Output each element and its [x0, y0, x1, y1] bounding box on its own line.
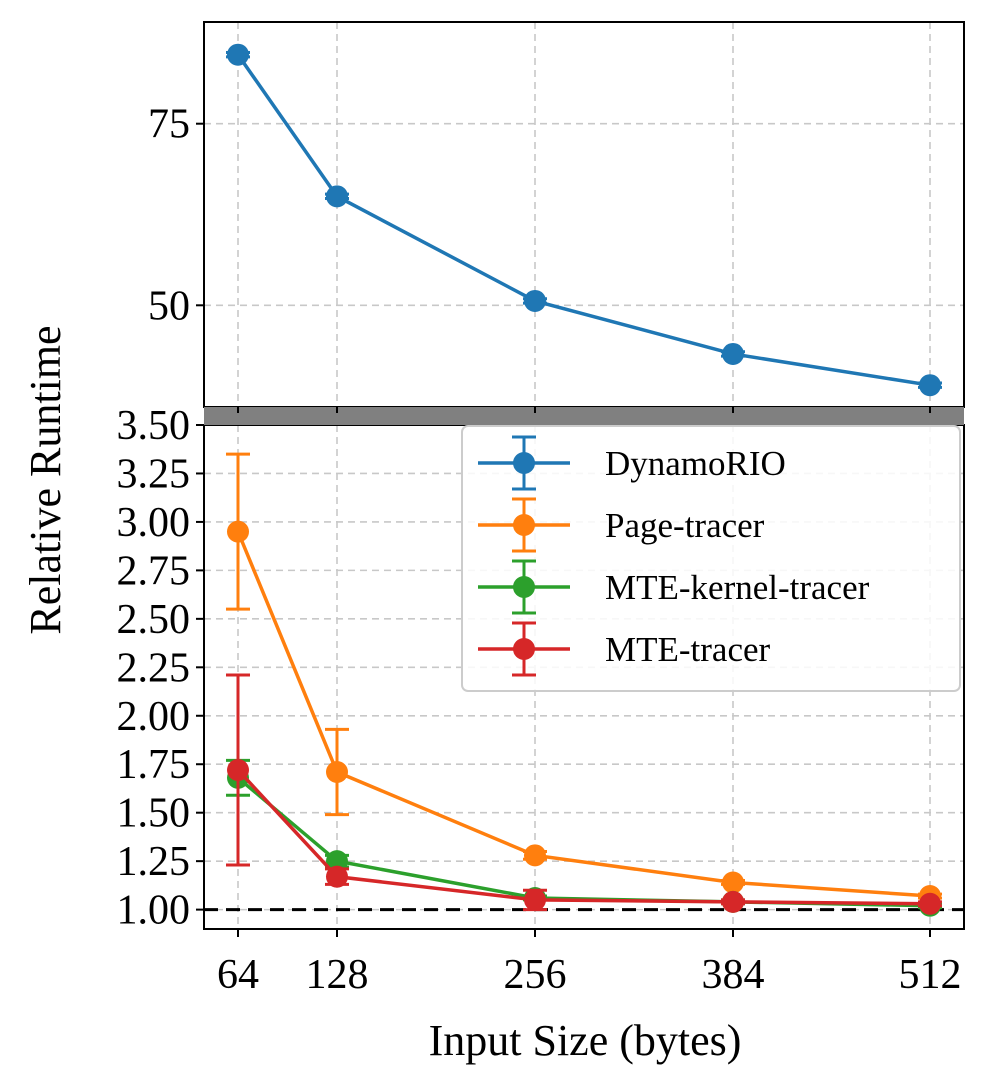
series-line [236, 53, 931, 387]
legend-entry: DynamoRIO [478, 435, 786, 491]
x-tick-label: 384 [702, 952, 765, 998]
top-y-tick-label: 50 [148, 283, 190, 329]
bottom-y-tick-label: 3.00 [117, 500, 191, 546]
bottom-y-tick-label: 1.75 [117, 742, 191, 788]
bottom-y-tick-label: 3.25 [117, 451, 191, 497]
legend-entry: Page-tracer [478, 497, 765, 553]
data-point [722, 871, 744, 894]
data-point [524, 844, 546, 867]
bottom-y-tick-label: 2.50 [117, 597, 191, 643]
bottom-y-tick-label: 2.00 [117, 694, 191, 740]
y-axis-label: Relative Runtime [21, 325, 70, 634]
x-tick-label: 128 [306, 952, 369, 998]
x-tick-label: 256 [504, 952, 567, 998]
legend-label: MTE-kernel-tracer [605, 568, 870, 607]
legend: DynamoRIO Page-tracer MTE-kernel-tracer MTE… [461, 425, 961, 692]
bottom-y-tick-label: 2.25 [117, 645, 191, 691]
legend-label: Page-tracer [605, 506, 765, 545]
axis-break-bar [204, 407, 964, 425]
bottom-y-tick-label: 1.00 [117, 888, 191, 934]
data-point [326, 760, 348, 783]
data-point [722, 890, 744, 913]
data-point [326, 850, 348, 873]
data-point [524, 888, 546, 911]
legend-label: DynamoRIO [605, 444, 786, 483]
top-y-tick-label: 75 [148, 102, 190, 148]
x-axis-label: Input Size (bytes) [429, 1016, 742, 1065]
legend-marker [513, 576, 535, 598]
legend-marker [513, 638, 535, 660]
data-point [919, 374, 941, 397]
data-point [227, 520, 249, 543]
legend-entry: MTE-kernel-tracer [478, 559, 870, 615]
legend-box [461, 425, 961, 692]
legend-entry: MTE-tracer [478, 621, 771, 677]
bottom-y-tick-label: 3.50 [117, 403, 191, 449]
legend-marker [513, 514, 535, 536]
x-tick-label: 64 [217, 952, 259, 998]
series-dynamorio [226, 43, 942, 397]
data-point [722, 342, 744, 365]
series-layer [226, 43, 942, 917]
data-point [919, 892, 941, 915]
data-point [326, 185, 348, 208]
top-panel-grid [204, 22, 964, 407]
series-mte-kernel-tracer [226, 758, 942, 917]
legend-marker [513, 452, 535, 474]
top-panel-frame [203, 21, 965, 408]
data-point [227, 759, 249, 782]
bottom-y-tick-label: 2.75 [117, 548, 191, 594]
legend-label: MTE-tracer [605, 630, 771, 669]
data-point [326, 865, 348, 888]
data-point [227, 43, 249, 66]
bottom-y-tick-label: 1.25 [117, 839, 191, 885]
x-tick-label: 512 [899, 952, 962, 998]
data-point [524, 289, 546, 312]
series-mte-tracer [226, 673, 942, 915]
bottom-y-tick-label: 1.50 [117, 791, 191, 837]
tick-layer: 64 128 256 384 51250751.001.251.501.752.002.… [117, 102, 962, 998]
